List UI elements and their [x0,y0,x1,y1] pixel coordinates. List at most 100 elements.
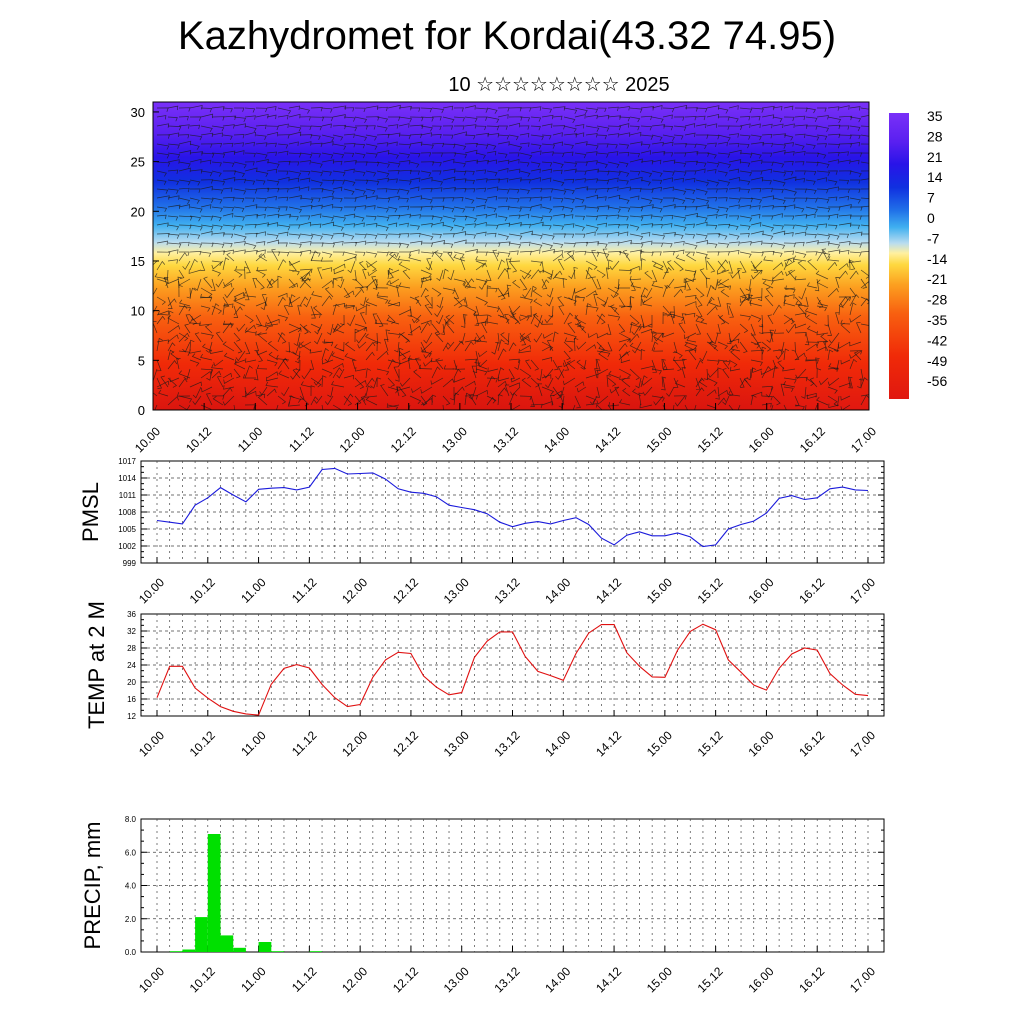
wind-barb [497,188,510,194]
wind-barb [453,197,464,202]
wind-barb [420,276,428,289]
wind-barb [288,224,301,229]
wind-barb [178,197,191,205]
wind-barb [332,241,344,246]
wind-barb [464,223,477,228]
wind-barb [453,152,468,159]
wind-barb [426,258,433,271]
wind-barb [201,386,213,393]
wind-barb [211,188,224,194]
wind-barb [596,278,602,290]
wind-barb [519,230,533,236]
wind-barb [204,324,213,334]
wind-barb [651,134,663,141]
wind-barb [498,197,509,202]
wind-barb [244,161,255,166]
wind-barb [651,186,662,192]
wind-barb [848,377,853,389]
wind-barb [442,242,454,248]
wind-barb [827,133,841,139]
wind-barb [686,252,697,262]
wind-barb [398,233,410,238]
wind-barb [435,314,444,325]
wind-barb [788,269,796,280]
wind-barb [837,341,851,349]
wind-barb [222,142,234,148]
wind-barb [464,395,478,400]
wind-barb [619,375,631,380]
wind-barb [761,224,775,232]
wind-barb [684,251,695,257]
x-tick-label: 13.00 [441,575,472,606]
wind-barb [178,395,193,403]
colorbar-label: -56 [927,373,947,389]
wind-barb [542,332,554,339]
wind-barb [686,336,697,343]
wind-barb [398,169,412,175]
wind-barb [510,377,521,383]
wind-barb [504,332,510,346]
wind-barb [301,368,312,380]
wind-barb [607,377,617,387]
x-tick-label: 16.12 [796,575,827,606]
wind-barb [541,242,553,250]
wind-barb [838,115,853,121]
wind-barb [546,287,554,298]
wind-barb [189,158,202,164]
wind-barb [541,161,553,167]
wind-barb [156,170,167,177]
wind-barb [838,296,852,301]
wind-barb [541,346,552,352]
wind-barb [816,330,829,336]
wind-barb [462,314,468,325]
wind-barb [179,299,191,307]
wind-barb [728,404,734,410]
wind-barb [486,195,498,201]
wind-barb [530,242,543,249]
wind-barb [200,224,214,231]
wind-barb [596,314,606,325]
wind-barb [233,404,236,410]
wind-barb [354,395,362,405]
wind-barb [739,323,749,334]
wind-barb [222,242,233,248]
wind-barb [182,260,191,270]
wind-barb [475,132,490,138]
wind-barb [541,151,554,156]
y-tick-label: 15 [131,254,145,269]
wind-barb [255,231,266,236]
wind-barb [767,314,774,325]
wind-barb [730,345,741,352]
wind-barb [541,279,550,289]
wind-barb [354,170,366,177]
wind-barb [816,233,831,240]
wind-barb [816,197,830,204]
wind-barb [282,358,290,370]
wind-barb [244,115,256,120]
wind-barb [244,242,257,250]
wind-barb [431,125,442,131]
wind-barb [255,253,266,262]
wind-barb [299,241,312,246]
wind-barb [301,277,312,289]
wind-barb [244,131,256,137]
wind-barb [310,256,323,262]
wind-barb [200,251,212,258]
x-tick-label: 10.12 [187,575,218,606]
wind-barb [715,386,720,400]
wind-barb [801,386,807,399]
wind-barb [423,359,433,367]
wind-barb [785,260,796,267]
wind-barb [585,125,600,132]
wind-barb [662,215,674,220]
wind-barb [761,168,773,174]
wind-barb [299,215,311,220]
wind-barb [486,178,501,183]
wind-barb [783,224,795,230]
wind-barb [442,342,451,352]
wind-barb [344,353,356,361]
wind-barb [297,305,302,316]
wind-barb [816,396,829,406]
wind-barb [313,305,323,316]
wind-barb [629,152,641,158]
